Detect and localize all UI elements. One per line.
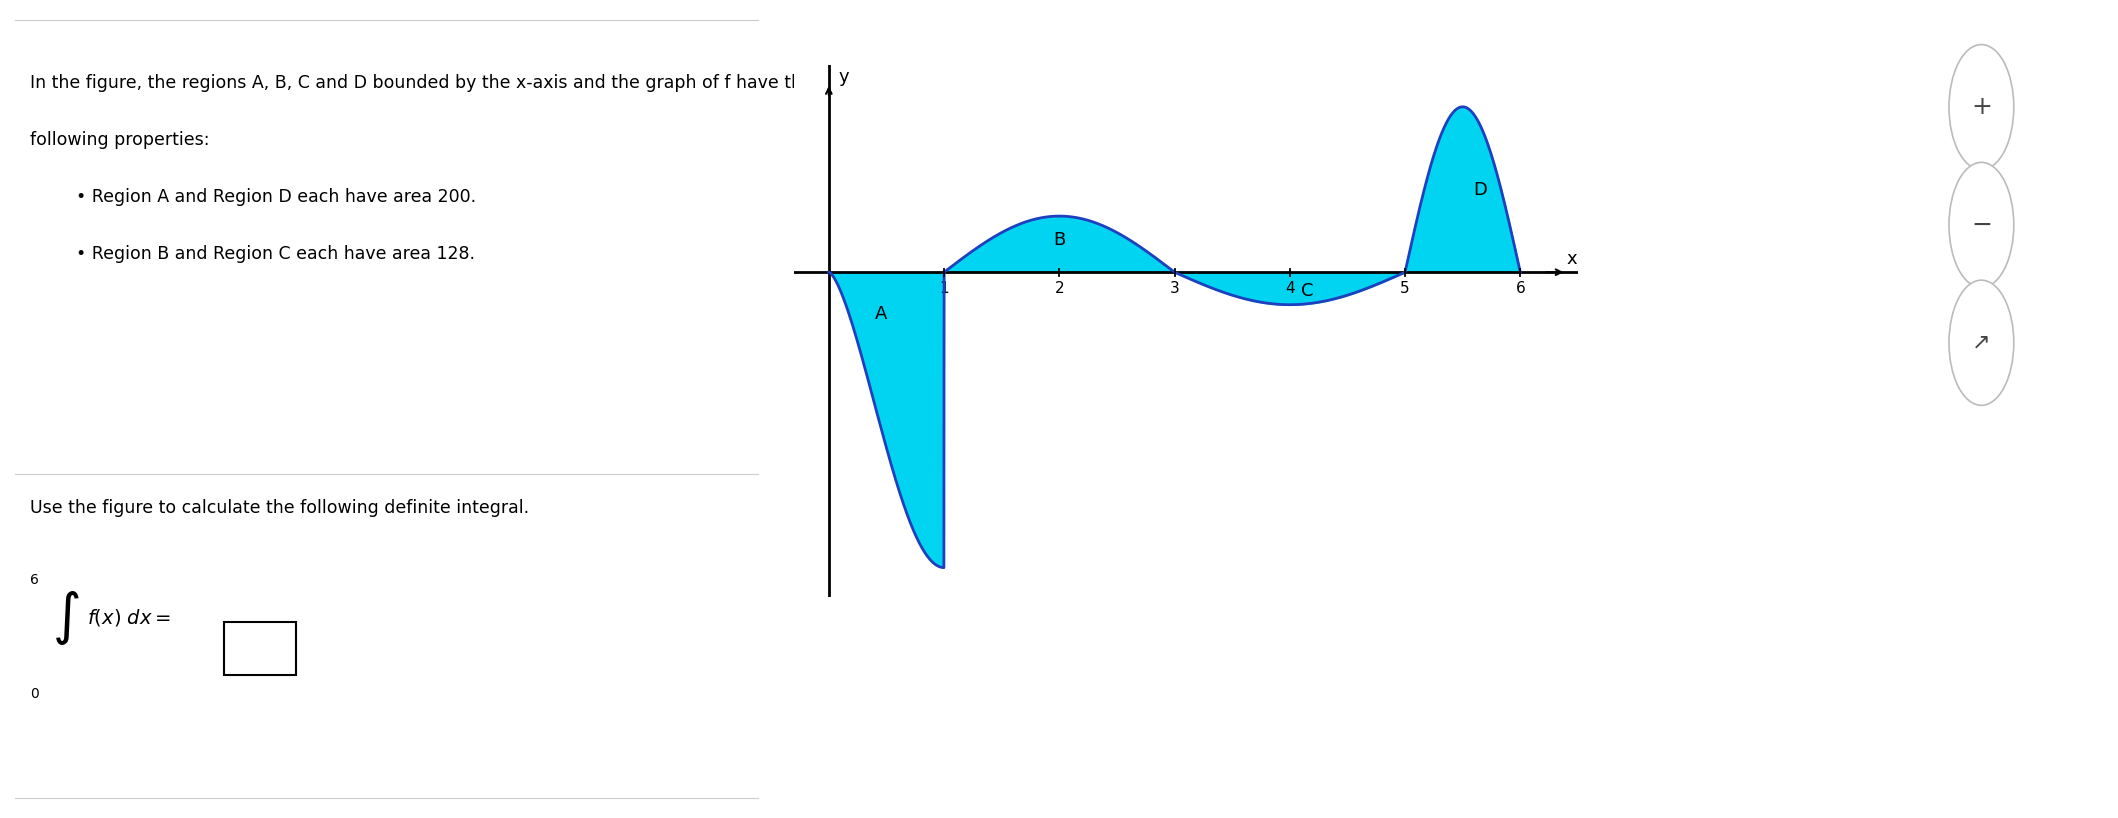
- Circle shape: [1949, 45, 2014, 170]
- Text: −: −: [1972, 213, 1991, 237]
- Text: ↗: ↗: [1972, 333, 1991, 353]
- Text: $f(x)\ dx =$: $f(x)\ dx =$: [87, 607, 172, 628]
- Text: $\int$: $\int$: [51, 589, 78, 646]
- Text: B: B: [1053, 231, 1065, 249]
- Text: 4: 4: [1286, 281, 1294, 296]
- Text: D: D: [1472, 181, 1487, 199]
- Text: 6: 6: [1514, 281, 1525, 296]
- Text: C: C: [1300, 282, 1313, 300]
- Text: 6: 6: [30, 573, 40, 587]
- Text: y: y: [839, 68, 849, 86]
- Text: 2: 2: [1055, 281, 1063, 296]
- Circle shape: [1949, 281, 2014, 406]
- Text: Use the figure to calculate the following definite integral.: Use the figure to calculate the followin…: [30, 499, 530, 517]
- Circle shape: [1949, 162, 2014, 288]
- Text: 1: 1: [938, 281, 949, 296]
- Text: In the figure, the regions A, B, C and D bounded by the x-axis and the graph of : In the figure, the regions A, B, C and D…: [30, 74, 813, 92]
- Text: 0: 0: [30, 687, 38, 701]
- Text: +: +: [1972, 95, 1991, 119]
- Text: 5: 5: [1400, 281, 1411, 296]
- FancyBboxPatch shape: [225, 622, 297, 675]
- Text: • Region B and Region C each have area 128.: • Region B and Region C each have area 1…: [76, 245, 474, 263]
- Text: A: A: [875, 304, 887, 322]
- Text: • Region A and Region D each have area 200.: • Region A and Region D each have area 2…: [76, 188, 477, 206]
- Text: 3: 3: [1169, 281, 1180, 296]
- Text: x: x: [1567, 250, 1578, 268]
- Text: following properties:: following properties:: [30, 131, 210, 149]
